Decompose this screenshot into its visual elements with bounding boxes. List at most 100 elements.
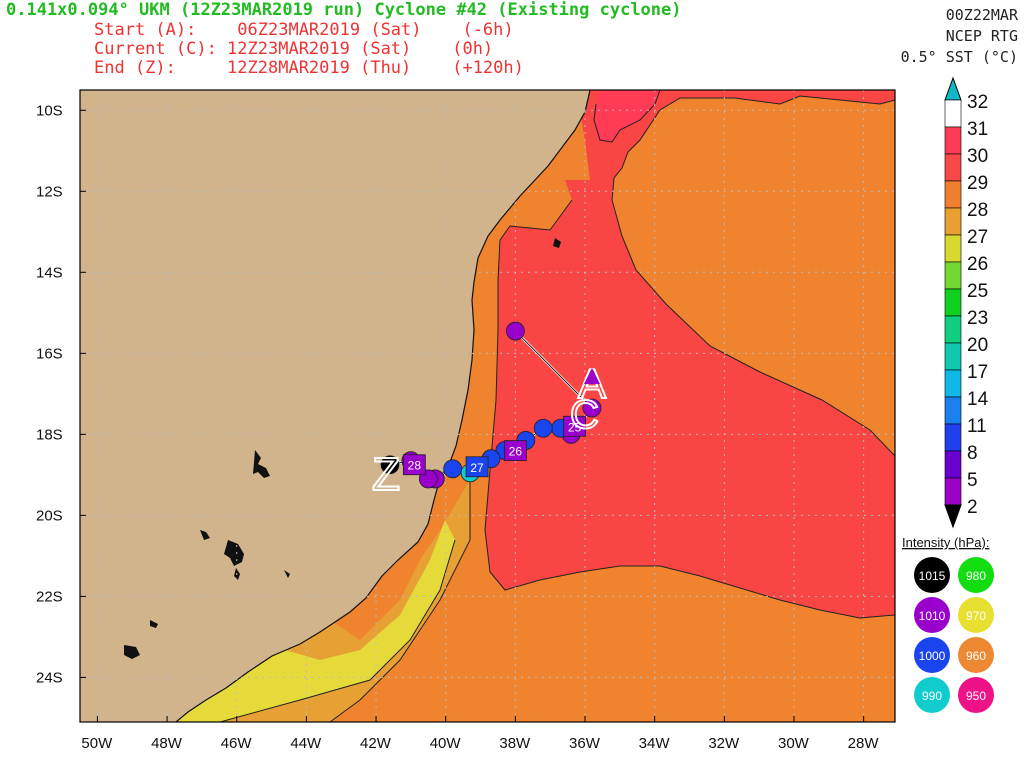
track-day-box (563, 415, 586, 437)
intensity-value: 960 (966, 649, 986, 663)
colorbar-top-arrow (944, 76, 962, 101)
track: 25 26 27 28 (380, 321, 602, 489)
colorbar-label: 8 (967, 443, 978, 464)
lon-tick-label: 46W (221, 735, 253, 752)
lon-tick-label: 30W (778, 735, 810, 752)
track-point (533, 418, 553, 438)
intensity-legend-title: Intensity (hPa): (902, 535, 989, 550)
intensity-value: 990 (922, 689, 942, 703)
colorbar-label: 26 (967, 254, 988, 275)
colorbar-swatch (944, 396, 962, 425)
sst-date: 00Z22MAR (945, 6, 1018, 24)
sst-30-region (485, 90, 895, 618)
lat-tick-label: 18S (36, 426, 63, 443)
colorbar-label: 25 (967, 281, 988, 302)
colorbar-swatch (944, 288, 962, 317)
intensity-swatch (958, 637, 994, 673)
intensity-swatch (914, 597, 950, 633)
lon-tick-label: 48W (151, 735, 183, 752)
track-point (505, 321, 525, 341)
lat-lon-grid (80, 90, 895, 722)
lat-tick-label: 12S (36, 183, 63, 200)
colorbar-swatch (944, 234, 962, 263)
track-day-box (402, 454, 426, 476)
colorbar-swatch (944, 126, 962, 155)
intensity-value: 1010 (919, 609, 946, 623)
lon-tick-label: 40W (430, 735, 462, 752)
start-triangle (584, 368, 600, 384)
colorbar-label: 20 (967, 335, 988, 356)
track-day-box (465, 456, 489, 478)
colorbar-label: 28 (967, 200, 988, 221)
colorbar-swatch (944, 153, 962, 182)
sst-31-region (594, 90, 660, 142)
lat-tick-label: 16S (36, 345, 63, 362)
start-line: Start (A): 06Z23MAR2019 (Sat) (-6h) (94, 20, 514, 40)
lat-tick-label: 10S (36, 102, 63, 119)
colorbar-label: 29 (967, 173, 988, 194)
intensity-swatch (958, 557, 994, 593)
intensity-value: 980 (966, 569, 986, 583)
lon-axis: 50W 48W 46W 44W 42W 40W 38W 36W 34W 32W 30W 28W (81, 716, 879, 752)
track-point (380, 455, 400, 475)
sst-title: 0.5° SST (°C) (900, 48, 1018, 66)
sst-colorbar: 32 31 30 29 28 27 26 25 23 20 17 14 11 8 5 2 (944, 76, 989, 529)
colorbar-swatch (944, 369, 962, 398)
lon-tick-label: 36W (569, 735, 601, 752)
intensity-value: 950 (966, 689, 986, 703)
colorbar-label: 2 (967, 497, 978, 518)
lat-tick-label: 22S (36, 588, 63, 605)
lon-tick-label: 32W (708, 735, 740, 752)
lon-tick-label: 28W (848, 735, 880, 752)
track-point (582, 398, 602, 418)
track-day-label: 25 (568, 420, 582, 434)
intensity-swatch (958, 677, 994, 713)
track-day-box (503, 440, 527, 461)
intensity-value: 1015 (919, 569, 946, 583)
lat-tick-label: 24S (36, 669, 63, 686)
lat-tick-label: 14S (36, 264, 63, 281)
track-day-label: 28 (408, 459, 422, 473)
lon-tick-label: 38W (499, 735, 531, 752)
colorbar-bottom-arrow (944, 504, 962, 529)
track-day-label: 27 (470, 461, 484, 475)
lon-tick-label: 50W (81, 735, 113, 752)
colorbar-swatch (944, 342, 962, 371)
track-day-label: 26 (509, 445, 523, 459)
islands (124, 238, 561, 659)
end-line: End (Z): 12Z28MAR2019 (Thu) (+120h) (94, 58, 524, 78)
intensity-swatch (914, 557, 950, 593)
coastline (175, 90, 591, 722)
lon-tick-label: 42W (360, 735, 392, 752)
colorbar-label: 17 (967, 362, 988, 383)
sst-source: NCEP RTG (945, 27, 1018, 45)
colorbar-label: 32 (967, 92, 988, 113)
colorbar-label: 30 (967, 146, 988, 167)
colorbar-swatch (944, 99, 962, 128)
colorbar-label: 27 (967, 227, 988, 248)
land-mass (80, 90, 590, 722)
colorbar-label: 23 (967, 308, 988, 329)
intensity-swatch (958, 597, 994, 633)
lat-tick-label: 20S (36, 507, 63, 524)
colorbar-swatch (944, 450, 962, 479)
colorbar-label: 5 (967, 470, 978, 491)
colorbar-swatch (944, 261, 962, 290)
intensity-value: 970 (966, 609, 986, 623)
map-title: 0.141x0.094° UKM (12Z23MAR2019 run) Cycl… (6, 0, 682, 20)
intensity-value: 1000 (919, 649, 946, 663)
current-line: Current (C): 12Z23MAR2019 (Sat) (0h) (94, 39, 494, 59)
lat-axis: 10S 12S 14S 16S 18S 20S 22S 24S (36, 102, 86, 686)
lon-tick-label: 34W (639, 735, 671, 752)
colorbar-label: 11 (967, 416, 987, 437)
colorbar-label: 31 (967, 119, 988, 140)
intensity-swatch (914, 637, 950, 673)
colorbar-swatch (944, 315, 962, 344)
colorbar-swatch (944, 477, 962, 506)
lon-tick-label: 44W (290, 735, 322, 752)
colorbar-swatch (944, 207, 962, 236)
end-marker: Z (372, 448, 400, 500)
colorbar-swatch (944, 180, 962, 209)
intensity-legend: 1015 980 1010 970 1000 960 990 950 (914, 557, 994, 713)
